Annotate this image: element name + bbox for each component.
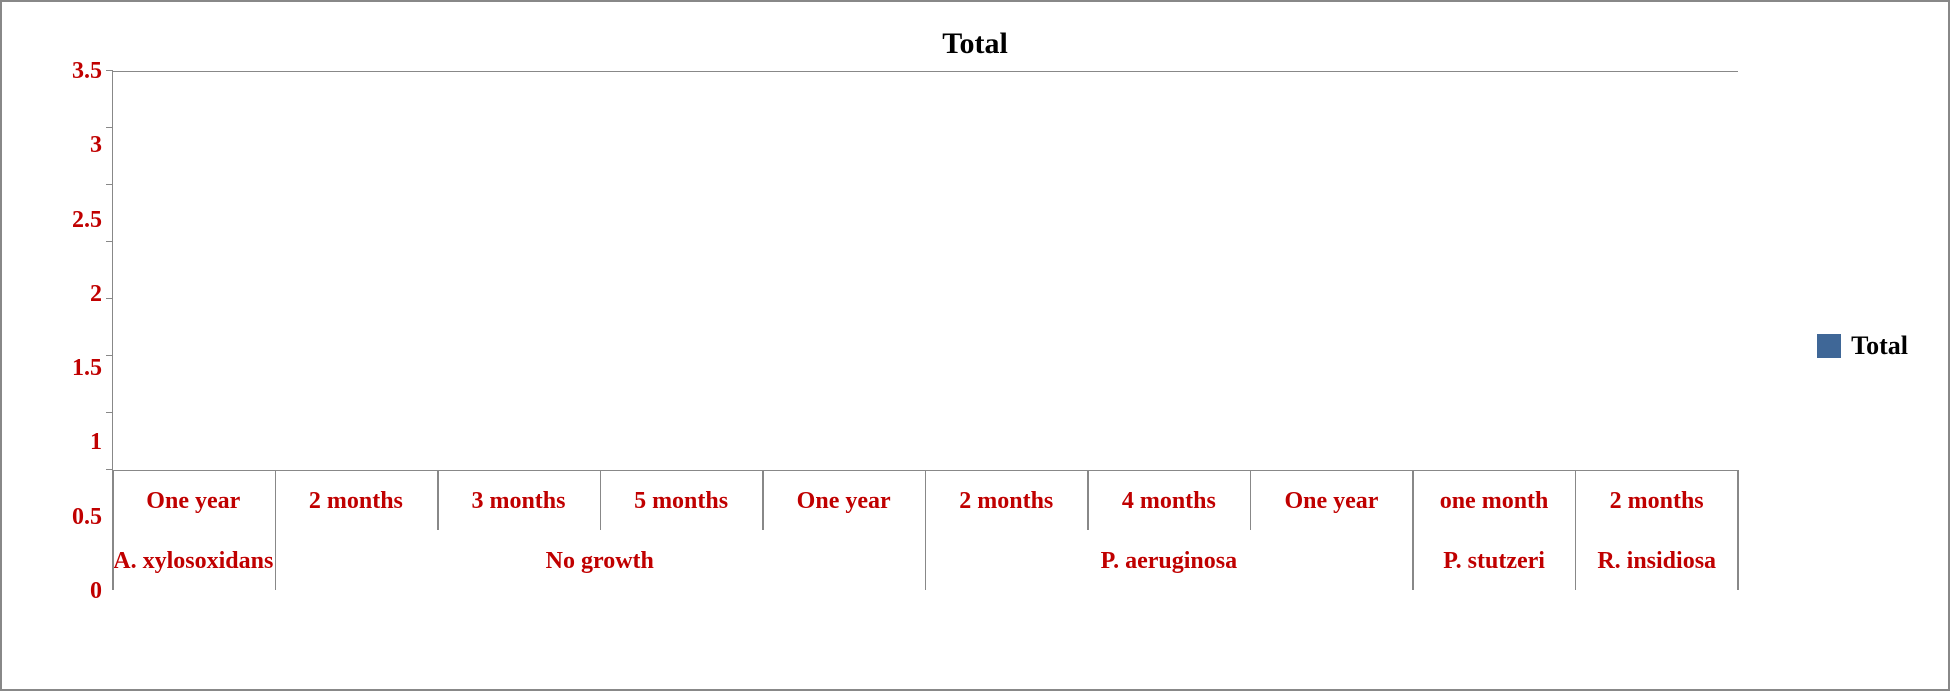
group-separator bbox=[275, 470, 277, 590]
x-group-label: No growth bbox=[275, 548, 925, 575]
x-group-label: P. aeruginosa bbox=[925, 548, 1413, 575]
x-category-label: One year bbox=[762, 488, 925, 515]
x-group-label: P. stutzeri bbox=[1413, 548, 1576, 575]
group-separator bbox=[1575, 470, 1577, 590]
legend: Total bbox=[1817, 331, 1908, 361]
x-category-label: 5 months bbox=[600, 488, 763, 515]
bars-layer bbox=[113, 71, 1738, 470]
x-tick-mark bbox=[1087, 470, 1089, 477]
x-category-label: 2 months bbox=[275, 488, 438, 515]
x-category-label: 2 months bbox=[1575, 488, 1738, 515]
x-tick-mark bbox=[1250, 470, 1252, 477]
group-separator bbox=[925, 470, 927, 590]
legend-swatch bbox=[1817, 334, 1841, 358]
y-tick-mark bbox=[106, 355, 113, 356]
y-tick-mark bbox=[106, 127, 113, 128]
category-separator bbox=[762, 470, 764, 530]
x-category-label: One year bbox=[1250, 488, 1413, 515]
group-separator bbox=[1412, 470, 1414, 590]
y-tick-mark bbox=[106, 70, 113, 71]
plot-wrap: One year2 months3 months5 monthsOne year… bbox=[112, 71, 1738, 591]
x-category-label: 4 months bbox=[1088, 488, 1251, 515]
y-tick-mark bbox=[106, 184, 113, 185]
legend-label: Total bbox=[1851, 331, 1908, 361]
group-separator bbox=[112, 470, 114, 590]
category-separator bbox=[437, 470, 439, 530]
chart-container: Total 3.532.521.510.50 One year2 months3… bbox=[0, 0, 1950, 691]
x-category-label: one month bbox=[1413, 488, 1576, 515]
x-group-label: R. insidiosa bbox=[1575, 548, 1738, 575]
x-category-label: One year bbox=[112, 488, 275, 515]
x-tick-mark bbox=[1575, 470, 1577, 477]
category-separator bbox=[600, 470, 602, 530]
x-tick-mark bbox=[762, 470, 764, 477]
x-group-label: A. xylosoxidans bbox=[112, 548, 275, 575]
x-tick-mark bbox=[600, 470, 602, 477]
group-separator bbox=[1737, 470, 1739, 590]
chart-title: Total bbox=[42, 27, 1908, 61]
plot-area bbox=[112, 71, 1738, 471]
x-category-label: 3 months bbox=[437, 488, 600, 515]
x-category-label: 2 months bbox=[925, 488, 1088, 515]
y-tick-mark bbox=[106, 298, 113, 299]
x-tick-mark bbox=[925, 470, 927, 477]
x-tick-mark bbox=[1737, 470, 1739, 477]
plot-top-line bbox=[113, 71, 1738, 72]
y-axis: 3.532.521.510.50 bbox=[42, 71, 112, 591]
category-separator bbox=[1087, 470, 1089, 530]
x-tick-mark bbox=[437, 470, 439, 477]
x-tick-mark bbox=[112, 470, 114, 477]
y-tick-mark bbox=[106, 241, 113, 242]
chart-body: 3.532.521.510.50 One year2 months3 month… bbox=[42, 71, 1908, 591]
x-tick-mark bbox=[275, 470, 277, 477]
y-tick-mark bbox=[106, 412, 113, 413]
category-separator bbox=[1250, 470, 1252, 530]
x-tick-mark bbox=[1412, 470, 1414, 477]
